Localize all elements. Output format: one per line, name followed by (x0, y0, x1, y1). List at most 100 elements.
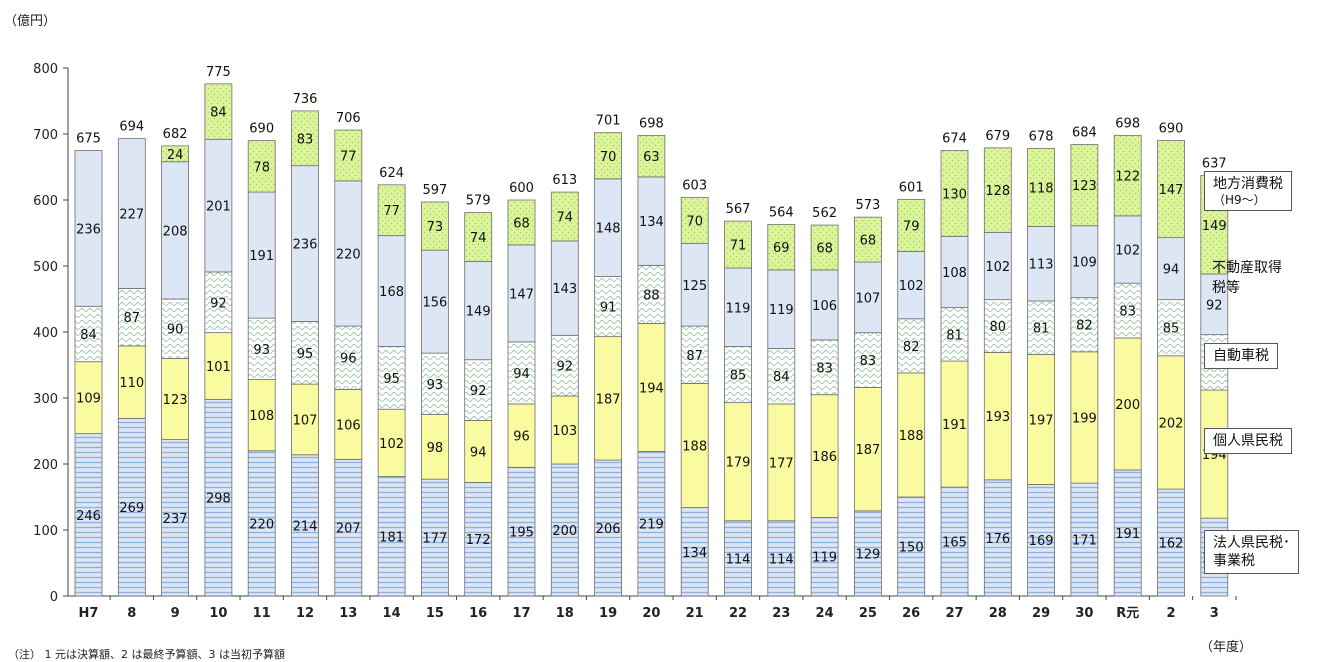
bar-total-label: 674 (942, 132, 967, 147)
segment-value-label: 191 (942, 418, 967, 433)
x-tick-label: 13 (339, 606, 357, 621)
segment-value-label: 91 (600, 301, 617, 316)
legend-consumption-sub: （H9～） (1213, 193, 1283, 207)
segment-value-label: 149 (466, 305, 491, 320)
segment-value-label: 92 (470, 384, 487, 399)
bar-total-label: 736 (293, 92, 318, 107)
segment-value-label: 162 (1159, 537, 1184, 552)
y-tick-label: 300 (33, 392, 58, 407)
segment-value-label: 181 (379, 530, 404, 545)
legend-realestate-line1: 不動産取得 (1212, 258, 1282, 278)
bar-total-label: 694 (119, 120, 144, 135)
bar-total-label: 701 (596, 114, 621, 129)
x-tick-label: 10 (209, 606, 227, 621)
segment-value-label: 94 (513, 367, 530, 382)
segment-value-label: 177 (422, 532, 447, 547)
segment-value-label: 114 (769, 552, 794, 567)
segment-value-label: 107 (855, 291, 880, 306)
segment-value-label: 108 (942, 266, 967, 281)
segment-value-label: 219 (639, 518, 664, 533)
segment-value-label: 236 (76, 222, 101, 237)
segment-value-label: 169 (1029, 534, 1054, 549)
segment-value-label: 149 (1202, 219, 1227, 234)
segment-value-label: 114 (726, 552, 751, 567)
x-tick-label: 11 (253, 606, 271, 621)
legend-realestate-line2: 税等 (1212, 278, 1282, 298)
segment-value-label: 84 (773, 370, 790, 385)
segment-value-label: 79 (903, 219, 920, 234)
x-tick-label: 3 (1210, 606, 1219, 621)
segment-value-label: 77 (383, 204, 400, 219)
segment-value-label: 214 (293, 519, 318, 534)
segment-value-label: 113 (1029, 258, 1054, 273)
segment-value-label: 109 (1072, 256, 1097, 271)
bar-total-label: 682 (163, 127, 188, 142)
bar-total-label: 675 (76, 132, 101, 147)
bar-total-label: 637 (1202, 157, 1227, 172)
segment-value-label: 191 (249, 249, 274, 264)
x-tick-label: 18 (556, 606, 574, 621)
x-tick-label: 24 (816, 606, 834, 621)
segment-value-label: 92 (1206, 298, 1223, 313)
segment-value-label: 119 (812, 551, 837, 566)
bar-total-label: 579 (466, 194, 491, 209)
y-tick-label: 100 (33, 524, 58, 539)
segment-value-label: 227 (119, 208, 144, 223)
segment-value-label: 94 (470, 445, 487, 460)
segment-value-label: 208 (163, 224, 188, 239)
bar-total-label: 564 (769, 205, 794, 220)
segment-value-label: 176 (985, 532, 1010, 547)
segment-value-label: 87 (124, 311, 141, 326)
segment-value-label: 85 (1163, 322, 1180, 337)
segment-value-label: 92 (210, 296, 227, 311)
bar-total-label: 684 (1072, 126, 1097, 141)
legend-auto: 自動車税 (1204, 343, 1278, 369)
segment-value-label: 103 (552, 424, 577, 439)
segment-value-label: 206 (596, 522, 621, 537)
segment-value-label: 77 (340, 149, 357, 164)
y-tick-label: 600 (33, 194, 58, 209)
segment-value-label: 93 (253, 343, 270, 358)
segment-value-label: 236 (293, 238, 318, 253)
segment-value-label: 87 (686, 349, 703, 364)
x-tick-label: 25 (859, 606, 877, 621)
segment-value-label: 102 (985, 260, 1010, 275)
segment-value-label: 68 (513, 216, 530, 231)
segment-value-label: 90 (167, 323, 184, 338)
segment-value-label: 202 (1159, 416, 1184, 431)
bar-total-label: 698 (639, 116, 664, 131)
legend-individual-label: 個人県民税 (1213, 433, 1283, 449)
segment-value-label: 172 (466, 533, 491, 548)
x-tick-label: 30 (1075, 606, 1093, 621)
bar-total-label: 706 (336, 111, 361, 126)
segment-value-label: 106 (812, 299, 837, 314)
segment-value-label: 102 (379, 437, 404, 452)
y-tick-label: 0 (50, 590, 58, 605)
legend-consumption-label: 地方消費税 (1213, 176, 1283, 192)
segment-value-label: 179 (726, 456, 751, 471)
segment-value-label: 83 (816, 361, 833, 376)
segment-value-label: 147 (509, 287, 534, 302)
segment-value-label: 81 (946, 328, 963, 343)
bar-total-label: 597 (422, 183, 447, 198)
segment-value-label: 93 (427, 378, 444, 393)
legend-corporate: 法人県民税･ 事業税 (1204, 530, 1299, 574)
x-tick-label: 21 (686, 606, 704, 621)
x-tick-label: 23 (772, 606, 790, 621)
x-tick-label: R元 (1116, 606, 1139, 621)
segment-value-label: 143 (552, 282, 577, 297)
segment-value-label: 24 (167, 148, 184, 163)
bar-total-label: 613 (552, 173, 577, 188)
x-tick-label: 9 (171, 606, 180, 621)
x-tick-label: 26 (902, 606, 920, 621)
segment-value-label: 70 (600, 150, 617, 165)
segment-value-label: 74 (470, 231, 487, 246)
bar-total-label: 624 (379, 166, 404, 181)
segment-value-label: 200 (552, 524, 577, 539)
x-tick-label: 17 (512, 606, 530, 621)
segment-value-label: 70 (686, 214, 703, 229)
segment-value-label: 82 (1076, 319, 1093, 334)
segment-value-label: 95 (297, 347, 314, 362)
legend-individual: 個人県民税 (1204, 428, 1292, 454)
bar-total-label: 603 (682, 178, 707, 193)
